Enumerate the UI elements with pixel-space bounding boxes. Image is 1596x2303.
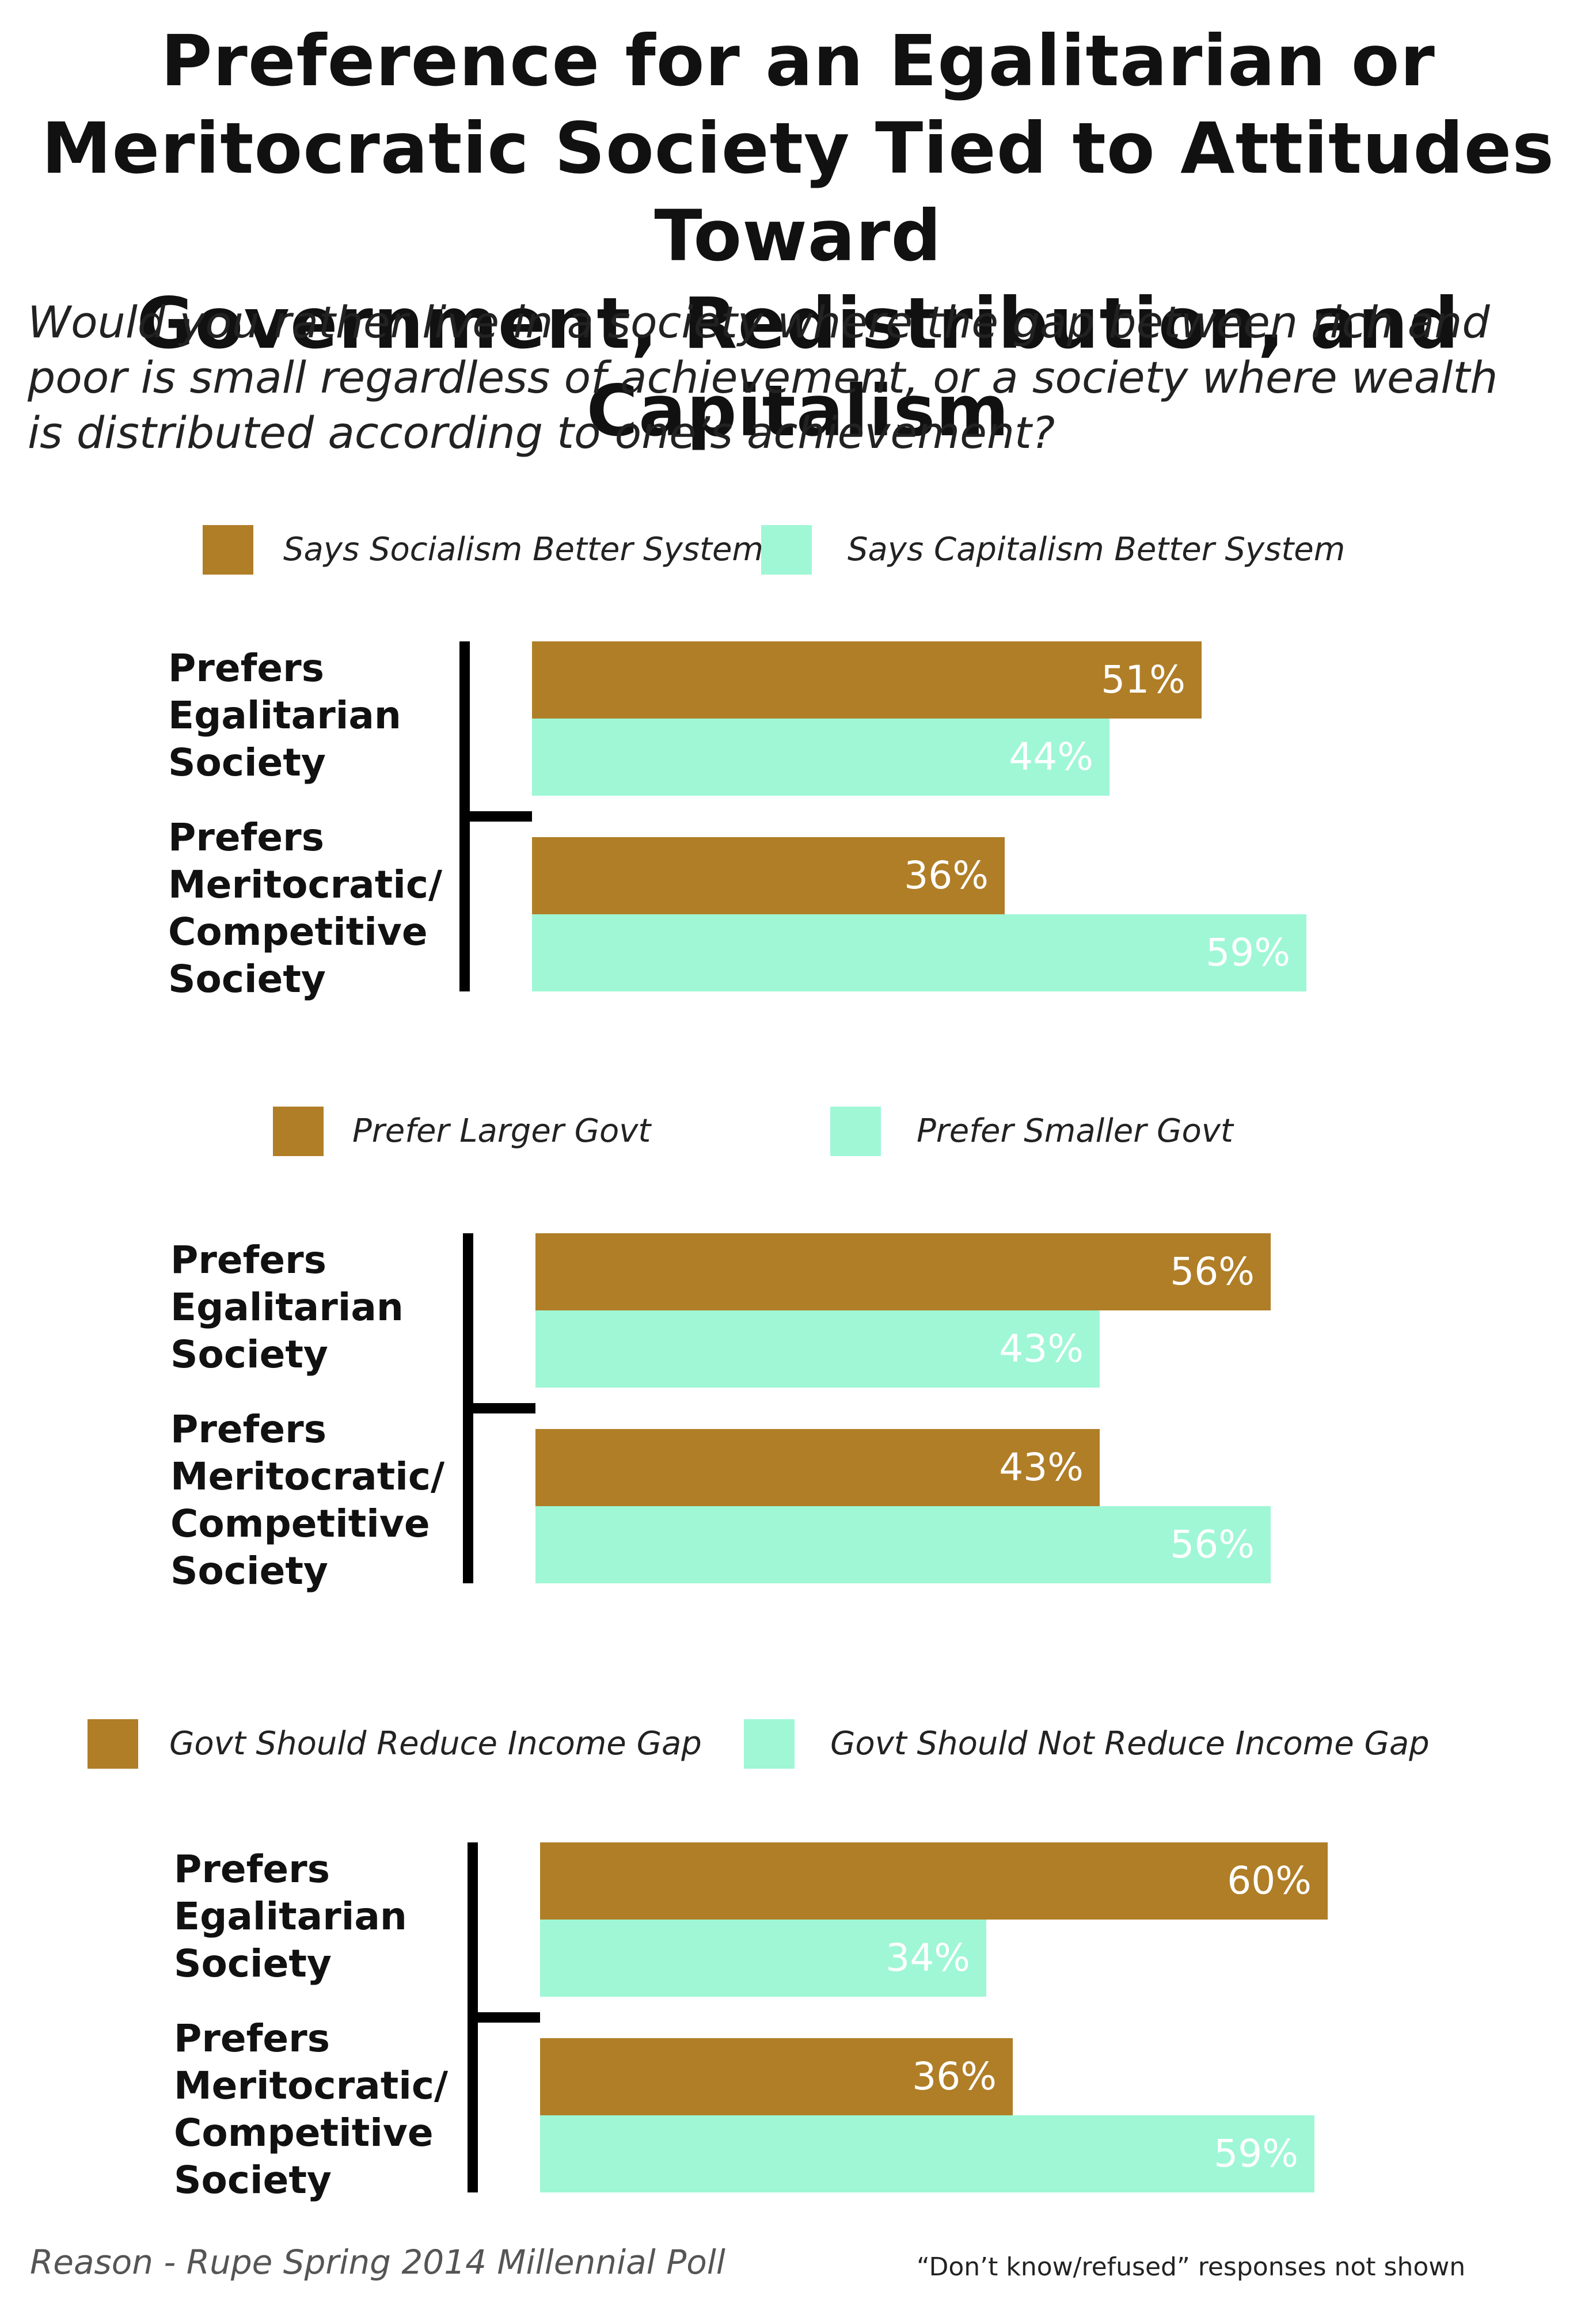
- category-label: Prefers Egalitarian Society: [168, 645, 401, 786]
- category-label-line: Society: [174, 1941, 332, 1986]
- data-label: 43%: [999, 1327, 1084, 1371]
- data-label: 59%: [1206, 930, 1290, 975]
- data-label: 56%: [1170, 1249, 1255, 1294]
- legend-label: Says Capitalism Better System: [848, 531, 1346, 568]
- legend-swatch: [761, 525, 812, 575]
- category-label-line: Meritocratic/: [174, 2063, 449, 2108]
- legend-swatch: [203, 525, 253, 575]
- axis-bracket-tick: [468, 2012, 540, 2023]
- bar: [540, 2038, 1013, 2115]
- title-line: Preference for an Egalitarian or: [161, 20, 1435, 102]
- title-line: Meritocratic Society Tied to Attitudes T…: [41, 108, 1555, 277]
- bar: [535, 1506, 1271, 1583]
- bar: [540, 1842, 1328, 1920]
- category-label: Prefers Egalitarian Society: [170, 1237, 404, 1378]
- category-label-line: Society: [168, 740, 326, 785]
- legend-label: Govt Should Reduce Income Gap: [169, 1725, 702, 1762]
- legend-label: Prefer Smaller Govt: [917, 1112, 1233, 1150]
- data-label: 59%: [1214, 2131, 1298, 2176]
- category-label-line: Prefers: [168, 646, 324, 690]
- axis-bracket-tick: [463, 1403, 535, 1413]
- footnote: “Don’t know/refused” responses not shown: [917, 2252, 1466, 2282]
- data-label: 34%: [886, 1936, 970, 1980]
- category-label-line: Prefers: [174, 1847, 330, 1891]
- category-label-line: Society: [170, 1332, 328, 1377]
- category-label-line: Meritocratic/: [168, 862, 443, 907]
- chart-title: Preference for an Egalitarian or Meritoc…: [0, 17, 1596, 455]
- data-label: 43%: [999, 1445, 1084, 1489]
- category-label: Prefers Meritocratic/Competitive Society: [174, 2015, 448, 2204]
- category-label-line: Society: [170, 1549, 328, 1593]
- legend-swatch: [273, 1107, 324, 1156]
- title-line: Government, Redistribution, and Capitali…: [136, 283, 1460, 452]
- chart-subtitle: Would you rather live in a society where…: [28, 295, 1571, 461]
- category-label-line: Competitive: [174, 2111, 434, 2155]
- data-label: 36%: [904, 853, 989, 898]
- category-label-line: Meritocratic/: [170, 1454, 445, 1499]
- category-label-line: Egalitarian: [168, 693, 401, 738]
- data-label: 36%: [912, 2054, 997, 2099]
- category-label: Prefers Meritocratic/Competitive Society: [168, 814, 442, 1003]
- category-label-line: Prefers: [170, 1407, 326, 1451]
- category-label-line: Egalitarian: [170, 1285, 404, 1329]
- category-label-line: Competitive: [168, 910, 428, 954]
- data-label: 60%: [1227, 1859, 1312, 1903]
- bar: [532, 837, 1005, 914]
- bar: [532, 641, 1202, 719]
- category-label-line: Prefers: [170, 1238, 326, 1282]
- legend-label: Govt Should Not Reduce Income Gap: [830, 1725, 1430, 1762]
- axis-bracket-tick: [459, 811, 532, 822]
- category-label: Prefers Meritocratic/Competitive Society: [170, 1406, 444, 1595]
- legend-label: Prefer Larger Govt: [352, 1112, 651, 1150]
- legend-label: Says Socialism Better System: [283, 531, 763, 568]
- bar: [540, 2115, 1314, 2192]
- bar: [532, 914, 1306, 991]
- category-label-line: Society: [168, 957, 326, 1001]
- category-label: Prefers Egalitarian Society: [174, 1846, 407, 1987]
- source-note: Reason - Rupe Spring 2014 Millennial Pol…: [30, 2243, 725, 2282]
- data-label: 44%: [1009, 735, 1093, 779]
- data-label: 51%: [1101, 658, 1185, 702]
- bar: [540, 1920, 986, 1997]
- bar: [532, 719, 1109, 796]
- category-label-line: Society: [174, 2158, 332, 2202]
- bar: [535, 1310, 1100, 1388]
- category-label-line: Prefers: [168, 815, 324, 860]
- bar: [535, 1429, 1100, 1506]
- subtitle-line: Would you rather live in a society where…: [28, 297, 1490, 348]
- category-label-line: Prefers: [174, 2016, 330, 2061]
- subtitle-line: poor is small regardless of achievement,…: [28, 352, 1498, 403]
- legend-swatch: [88, 1719, 138, 1769]
- subtitle-line: is distributed according to one’s achiev…: [28, 407, 1055, 458]
- bar: [535, 1233, 1271, 1310]
- legend-swatch: [744, 1719, 795, 1769]
- data-label: 56%: [1170, 1522, 1255, 1567]
- category-label-line: Competitive: [170, 1502, 430, 1546]
- legend-swatch: [830, 1107, 881, 1156]
- category-label-line: Egalitarian: [174, 1894, 407, 1939]
